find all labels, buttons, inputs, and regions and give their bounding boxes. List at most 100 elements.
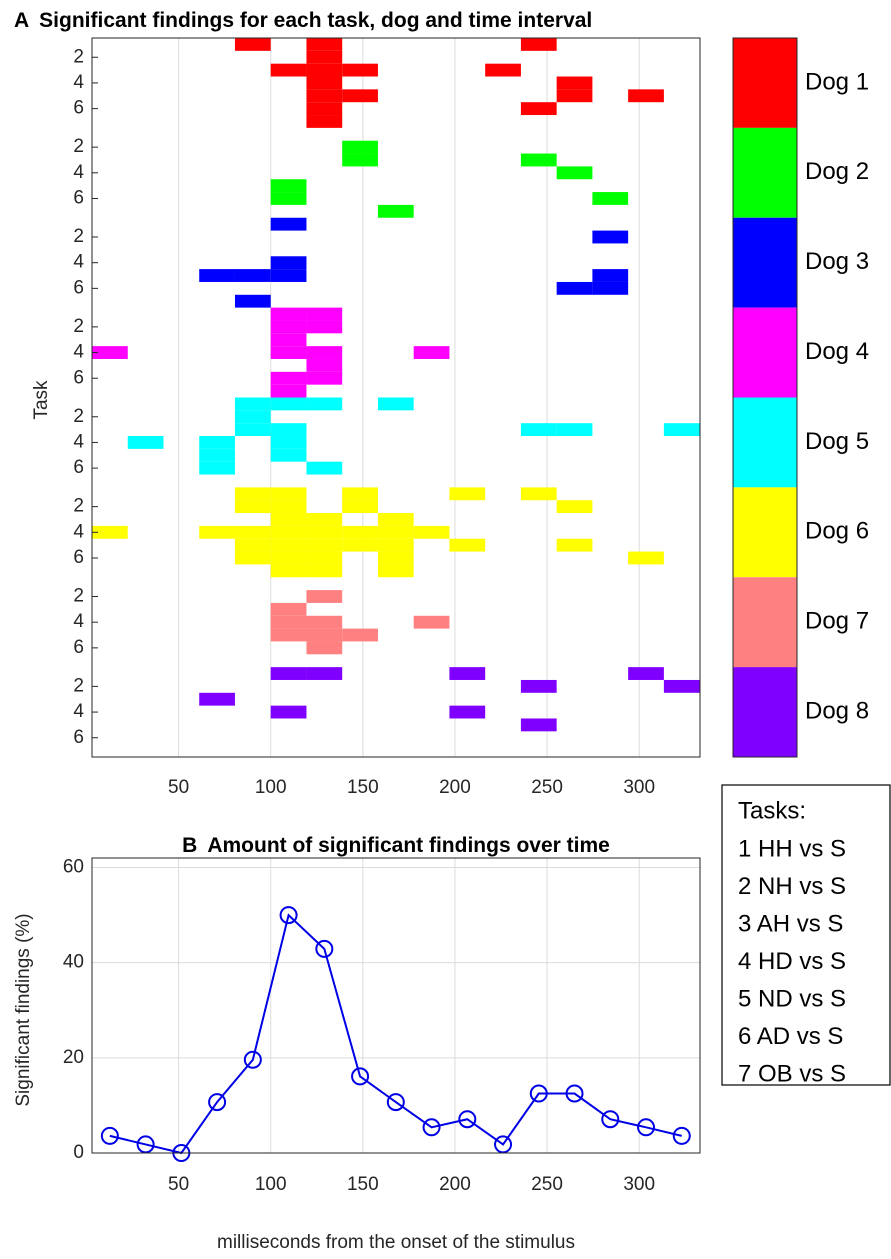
y-tick-label: 6 xyxy=(73,188,84,209)
cell xyxy=(377,513,414,526)
cell xyxy=(306,590,343,603)
cell xyxy=(270,256,307,270)
cell xyxy=(199,525,235,539)
cell xyxy=(199,461,235,475)
cell xyxy=(520,679,557,693)
cell xyxy=(270,397,307,411)
colorbar-frame xyxy=(732,37,798,758)
tasks-legend-item: 4 HD vs S xyxy=(738,948,846,975)
y-tick-label: 2 xyxy=(73,586,84,607)
x-tick-label: 250 xyxy=(531,1174,563,1195)
marker xyxy=(100,1126,119,1145)
marker xyxy=(637,1118,656,1137)
cell xyxy=(306,397,343,411)
cell xyxy=(306,307,343,321)
cell xyxy=(520,38,557,51)
cell xyxy=(413,346,450,359)
cell xyxy=(306,102,343,116)
marker xyxy=(315,939,334,958)
y-tick-label: 4 xyxy=(73,162,84,183)
cell xyxy=(592,281,629,295)
y-tick-label: 6 xyxy=(73,727,84,748)
plot-frame xyxy=(91,857,701,1154)
marker xyxy=(529,1084,548,1103)
cell xyxy=(628,89,664,103)
y-tick-label: 6 xyxy=(73,277,84,298)
y-tick-label: 4 xyxy=(73,431,84,452)
cell xyxy=(92,346,128,359)
marker xyxy=(351,1067,370,1086)
cell xyxy=(342,153,378,167)
colorbar-segment xyxy=(733,667,797,757)
y-tick-label: 4 xyxy=(73,521,84,542)
cell xyxy=(270,628,307,642)
cell xyxy=(306,320,343,334)
colorbar-label: Dog 6 xyxy=(805,518,869,545)
y-tick-label: 0 xyxy=(73,1142,84,1163)
y-tick-label: 2 xyxy=(73,316,84,337)
cell xyxy=(663,679,700,693)
cell xyxy=(342,525,378,539)
x-tick-label: 50 xyxy=(168,1174,189,1195)
cell xyxy=(234,294,271,308)
cell xyxy=(234,410,271,424)
cell xyxy=(556,89,593,103)
cell xyxy=(377,564,414,578)
cell xyxy=(520,102,557,116)
cell xyxy=(199,269,235,282)
x-tick-label: 300 xyxy=(623,777,655,798)
panel-a-title: A Significant findings for each task, dog… xyxy=(14,9,592,32)
cell xyxy=(270,333,307,347)
y-tick-label: 2 xyxy=(73,675,84,696)
cell xyxy=(556,76,593,90)
cell xyxy=(270,551,307,565)
cell xyxy=(306,513,343,526)
cell xyxy=(520,487,557,501)
cell xyxy=(663,423,700,437)
tasks-legend-title: Tasks: xyxy=(738,797,806,824)
cell xyxy=(377,551,414,565)
cell xyxy=(270,615,307,629)
cell xyxy=(306,551,343,565)
cell xyxy=(306,564,343,578)
line xyxy=(109,913,682,1155)
cell xyxy=(377,397,414,411)
cell xyxy=(306,115,343,128)
cell xyxy=(306,371,343,385)
marker xyxy=(208,1093,227,1112)
marker xyxy=(672,1126,691,1145)
y-tick-label: 4 xyxy=(73,72,84,93)
cell xyxy=(270,269,307,282)
cell xyxy=(92,525,128,539)
colorbar-label: Dog 5 xyxy=(805,428,869,455)
colorbar-segment xyxy=(733,38,797,128)
cell xyxy=(449,487,486,501)
x-tick-label: 150 xyxy=(347,1174,379,1195)
cell xyxy=(520,718,557,732)
tasks-legend-item: 2 NH vs S xyxy=(738,873,846,900)
x-tick-label: 50 xyxy=(168,777,189,798)
x-tick-label: 100 xyxy=(255,777,287,798)
cell xyxy=(306,38,343,51)
cell xyxy=(520,423,557,437)
cell xyxy=(449,538,486,552)
cell xyxy=(270,423,307,437)
cell xyxy=(234,397,271,411)
cell xyxy=(270,487,307,501)
cell xyxy=(556,281,593,295)
cell xyxy=(342,140,378,154)
cell xyxy=(306,63,343,77)
y-axis-label: Significant findings (%) xyxy=(13,913,34,1106)
tasks-legend-item: 6 AD vs S xyxy=(738,1023,843,1050)
cell xyxy=(306,641,343,655)
cell xyxy=(270,307,307,321)
cell xyxy=(234,269,271,282)
cell xyxy=(306,76,343,90)
tasks-legend-item: 3 AH vs S xyxy=(738,910,843,937)
marker xyxy=(243,1050,262,1069)
cell xyxy=(270,705,307,719)
cell xyxy=(556,500,593,514)
title: Amount of significant findings over time xyxy=(207,834,610,857)
cell xyxy=(234,538,271,552)
